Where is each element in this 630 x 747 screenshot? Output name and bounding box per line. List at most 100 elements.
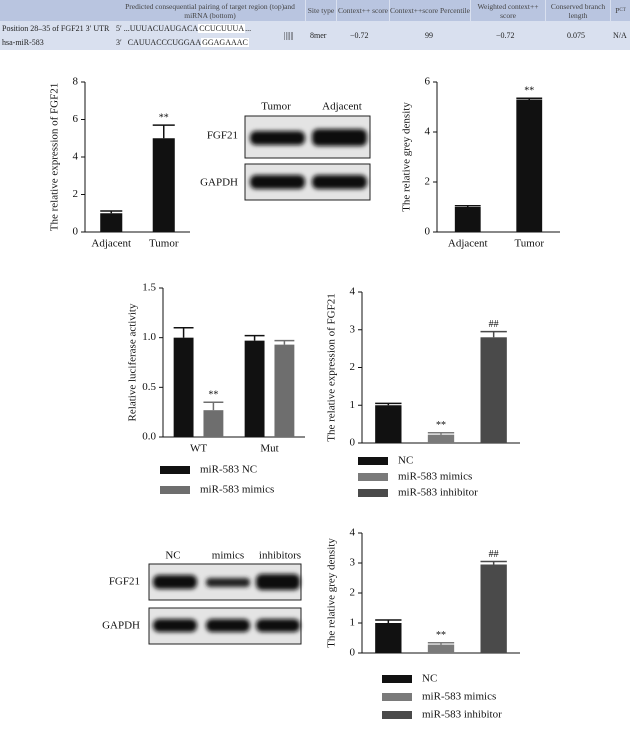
row-label: hsa-miR-583 [2, 38, 44, 47]
value-cell: 0.075 [567, 31, 585, 40]
y-tick-label: 6 [73, 113, 79, 125]
y-axis-label: The relative grey density [326, 538, 338, 648]
target-table: Predicted consequential pairing of targe… [0, 0, 630, 50]
x-tick-label: WT [190, 443, 207, 455]
bar [274, 344, 295, 437]
significance-label: ** [159, 112, 169, 123]
legend-label: miR-583 mimics [398, 471, 472, 483]
lane-label: mimics [212, 550, 244, 562]
bar [480, 337, 507, 443]
bar-chart: 0 1 2 3 4 The relative grey density NC ** miR-58… [326, 527, 520, 721]
y-tick-label: 0 [73, 226, 79, 238]
value-cell: −0.72 [350, 31, 369, 40]
y-tick-label: 4 [425, 126, 431, 138]
y-tick-label: 1 [350, 617, 356, 629]
band [312, 129, 367, 146]
bar [427, 434, 455, 443]
x-tick-label: Adjacent [448, 238, 488, 250]
western-blot: Tumor Adjacent FGF21 GAPDH [200, 101, 371, 201]
lane-label: Tumor [261, 101, 291, 113]
y-tick-label: 3 [350, 557, 356, 569]
header-cell [0, 0, 115, 21]
seed: GGAGAAAC [201, 38, 249, 47]
y-tick-label: 6 [425, 76, 431, 88]
row-label: GAPDH [102, 620, 140, 632]
header-cell: P CT [611, 0, 630, 21]
western-blot: NC mimics inhibitors FGF21 GAPDH [102, 550, 302, 645]
bar [480, 564, 507, 653]
legend-label: miR-583 inhibitor [398, 487, 478, 499]
y-tick-label: 4 [350, 286, 356, 298]
bar [244, 340, 265, 437]
legend-label: miR-583 inhibitor [422, 709, 502, 721]
band [312, 175, 367, 189]
seq: ...UUUACUAUGACA [123, 24, 199, 33]
y-axis-label: The relative expression of FGF21 [326, 293, 338, 441]
bar [152, 138, 175, 232]
significance-label: ** [208, 390, 218, 401]
header-cell: Conserved branch length [546, 0, 610, 21]
significance-label: ** [436, 420, 446, 431]
bar [375, 405, 402, 443]
value-cell: N/A [613, 31, 627, 40]
lane-label: NC [165, 550, 180, 562]
legend-label: NC [422, 673, 437, 685]
legend-swatch [382, 675, 412, 683]
band [250, 131, 305, 145]
y-axis-label: The relative grey density [401, 102, 413, 212]
bar-chart: 0 2 4 6 The relative grey density Adjacent Tum… [401, 76, 560, 250]
band [206, 619, 250, 632]
seed: CCUCUUUA [198, 24, 246, 33]
row-label: GAPDH [200, 177, 238, 189]
header-cell: Predicted consequential pairing of targe… [115, 0, 305, 21]
y-tick-label: 1.5 [142, 282, 156, 294]
bar-chart: 0 1 2 3 4 The relative expression of FGF21 NC *… [326, 286, 520, 499]
y-tick-label: 2 [350, 361, 356, 373]
legend-swatch [382, 711, 412, 719]
pairing-marks: |||||| [284, 31, 294, 40]
y-tick-label: 0 [425, 226, 431, 238]
header-cell: Weighted context++ score [471, 0, 545, 21]
prime: 3′ [116, 38, 122, 47]
bar [454, 207, 481, 232]
value-cell: 99 [425, 31, 433, 40]
y-axis-label: The relative expression of FGF21 [49, 83, 61, 231]
row-label: FGF21 [207, 130, 238, 142]
significance-label: ** [524, 86, 534, 97]
significance-label: ** [436, 630, 446, 641]
y-tick-label: 3 [350, 323, 356, 335]
y-tick-label: 1 [350, 399, 356, 411]
x-tick-label: Tumor [149, 238, 179, 250]
significance-label: ## [489, 319, 499, 330]
band [153, 619, 197, 632]
band [153, 575, 197, 589]
value-cell: 8mer [310, 31, 327, 40]
bar [100, 213, 123, 232]
y-tick-label: 0.0 [142, 431, 156, 443]
seq: CAUUACCCUGGAA [127, 38, 202, 47]
x-tick-label: Tumor [514, 238, 544, 250]
bar-chart: 0 2 4 6 8 The relative expression of FGF21 Adj… [49, 76, 190, 250]
y-tick-label: 1.0 [142, 331, 156, 343]
pairing-top: 5′ ...UUUACUAUGACACCUCUUUA... [116, 24, 251, 33]
x-tick-label: Adjacent [91, 238, 131, 250]
header-cell: Context++score Percentile [390, 0, 470, 21]
legend-swatch [358, 457, 388, 465]
bar [427, 644, 455, 653]
legend-swatch [382, 693, 412, 701]
y-tick-label: 2 [73, 188, 79, 200]
band [250, 175, 305, 189]
y-tick-label: 0.5 [142, 381, 156, 393]
band [256, 619, 300, 632]
significance-label: ## [489, 549, 499, 560]
legend-label: miR-583 mimics [200, 484, 274, 496]
legend-swatch [358, 473, 388, 481]
header-sub: CT [619, 8, 626, 13]
row-label: FGF21 [109, 576, 140, 588]
pairing-bottom: 3′ CAUUACCCUGGAAGGAGAAAC [116, 38, 249, 47]
band [206, 578, 250, 587]
header-cell: Context++ score [337, 0, 389, 21]
